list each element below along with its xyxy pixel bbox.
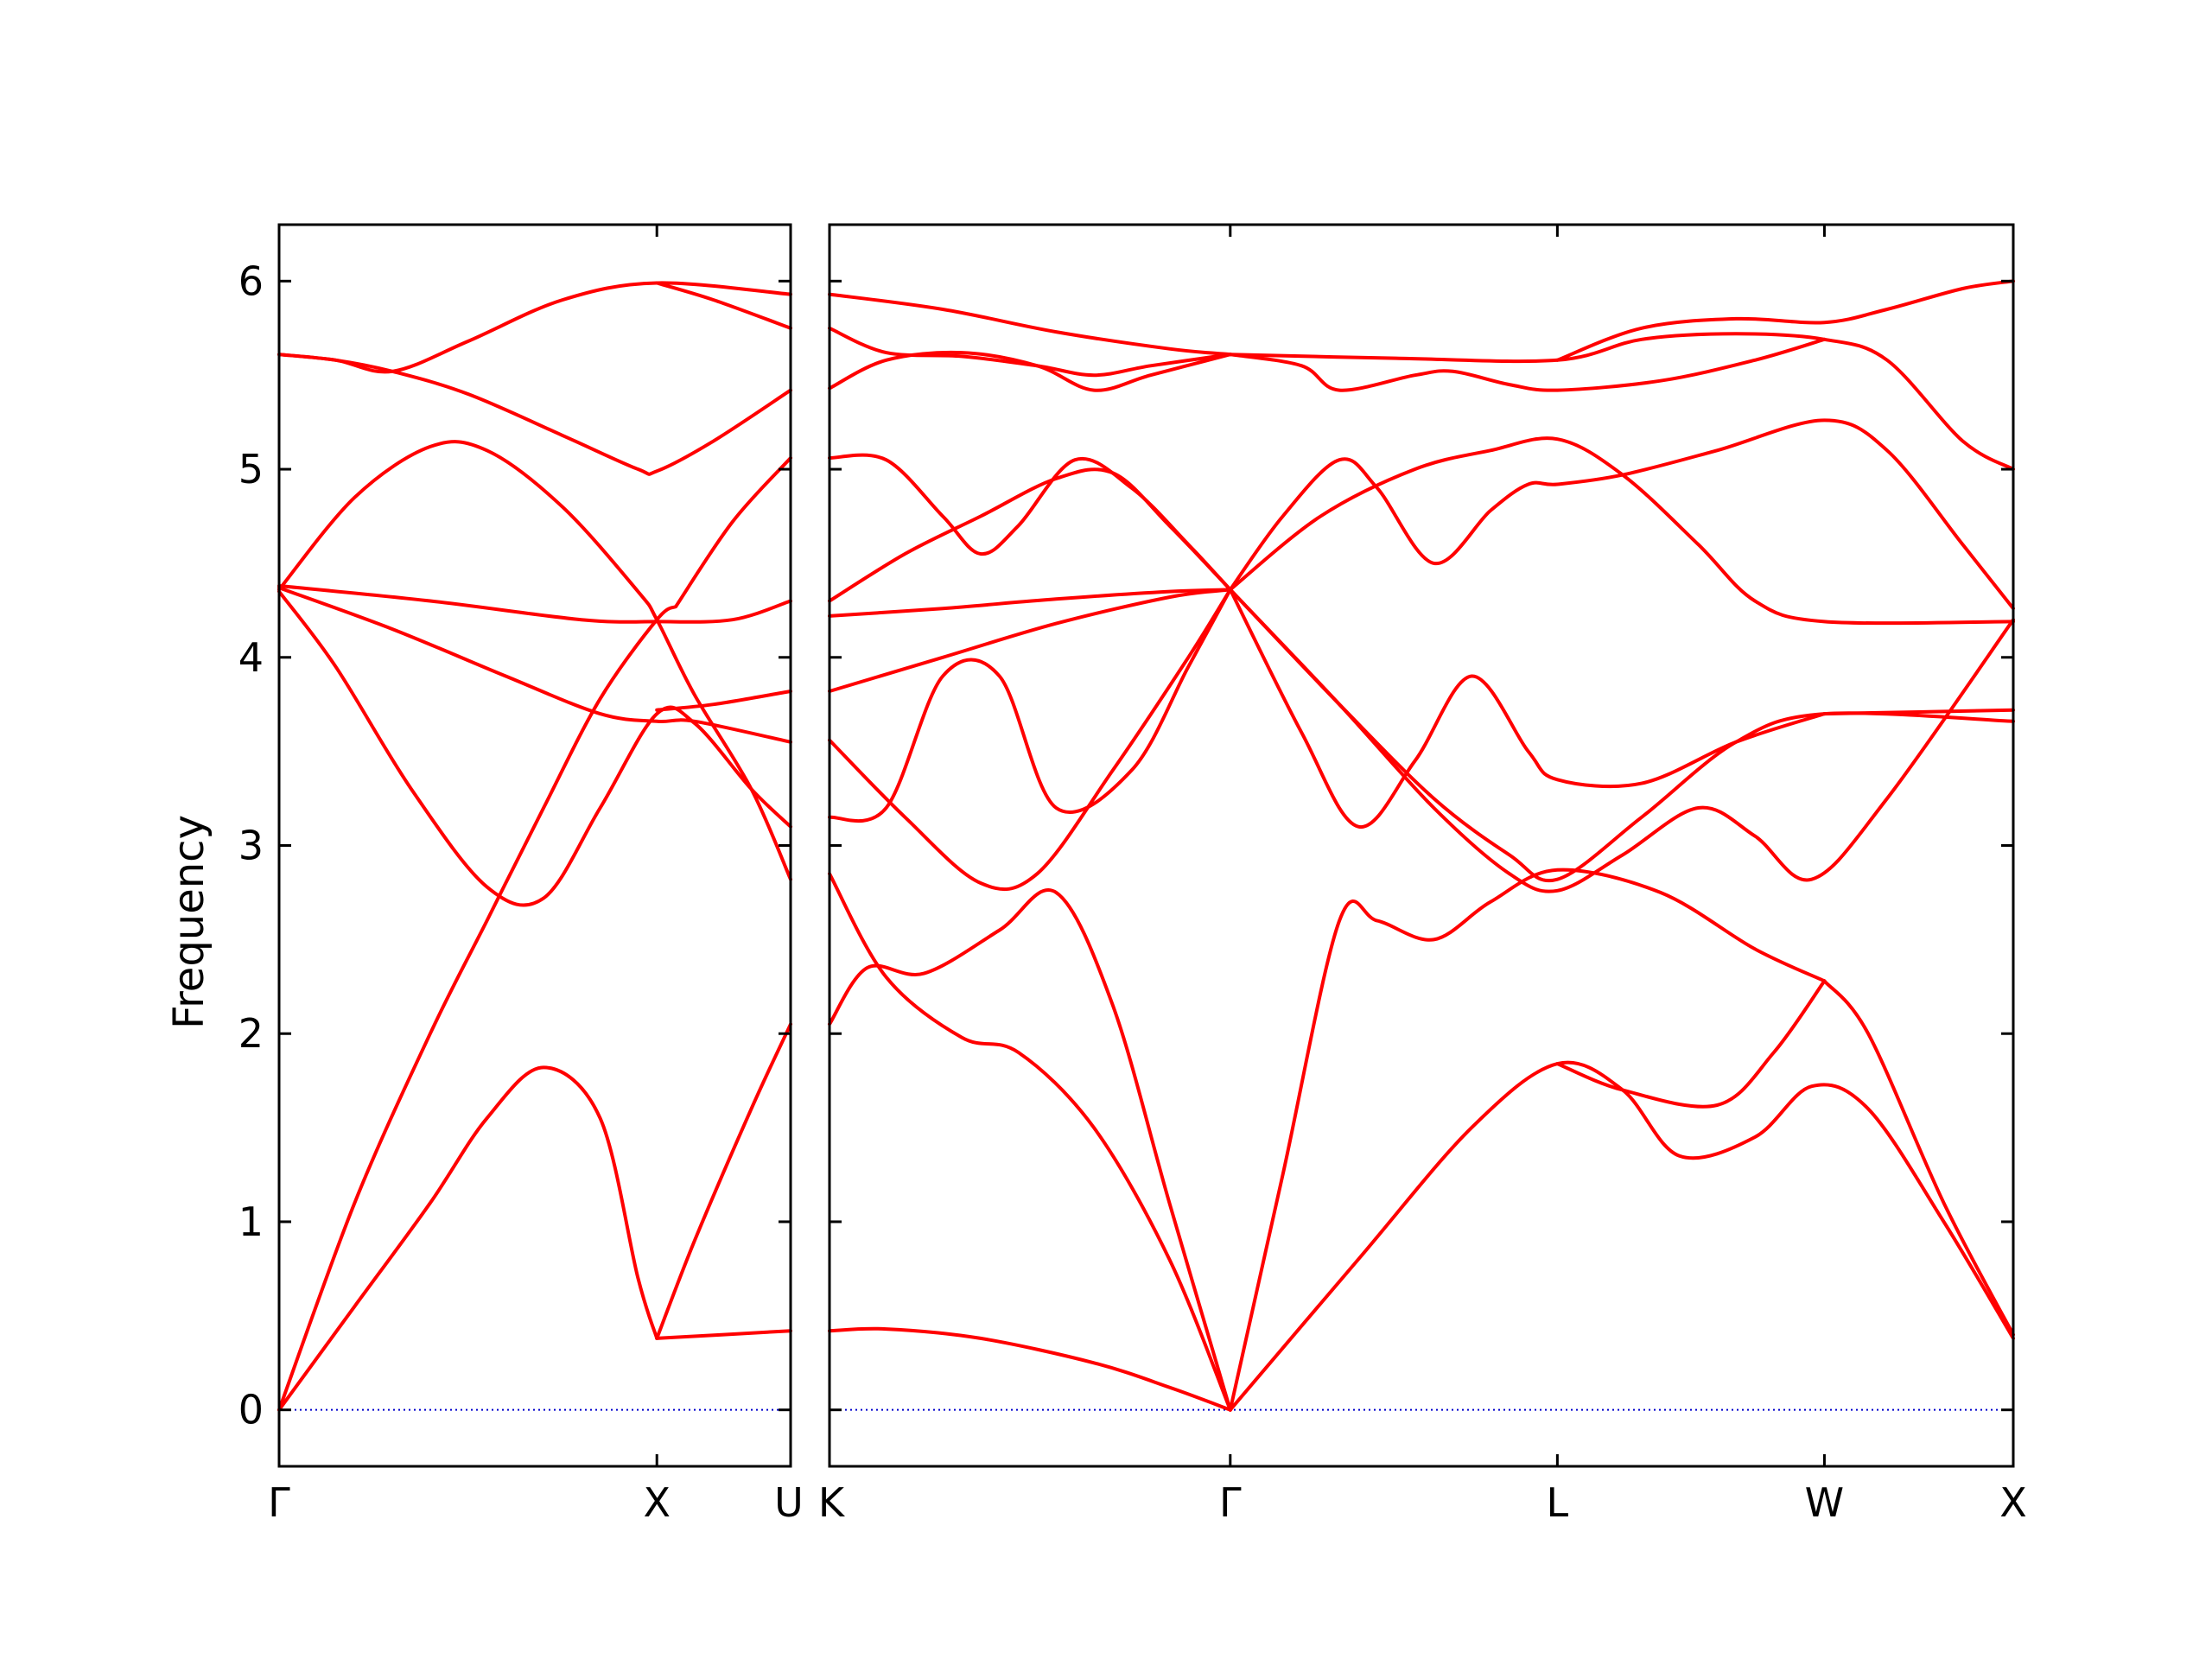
y-tick-label: 3 xyxy=(238,823,264,869)
band-line-1-5 xyxy=(1555,979,1827,1109)
y-axis-label: Frequency xyxy=(165,815,213,1029)
plot-frame xyxy=(828,223,2015,1468)
band-line-0-5 xyxy=(277,584,792,624)
band-line-1-15 xyxy=(828,467,1232,603)
band-line-0-2 xyxy=(277,605,678,1412)
x-tick-label: X xyxy=(1999,1479,2027,1526)
x-tick-label: Γ xyxy=(268,1479,290,1526)
x-tick-label: Γ xyxy=(1219,1479,1242,1526)
band-line-0-12 xyxy=(655,281,792,330)
x-tick-label: K xyxy=(818,1479,846,1526)
band-line-1-23 xyxy=(1228,332,2015,471)
band-line-1-19 xyxy=(828,350,1232,392)
band-line-1-10 xyxy=(1228,588,2015,893)
band-line-0-0 xyxy=(277,1065,659,1412)
x-tick-label: U xyxy=(774,1479,804,1526)
plot-frame xyxy=(277,223,792,1468)
band-line-0-6 xyxy=(277,440,792,881)
band-line-0-10 xyxy=(277,353,792,476)
band-line-1-17 xyxy=(1228,436,2015,626)
y-tick-label: 1 xyxy=(238,1198,264,1245)
x-tick-label: L xyxy=(1547,1479,1569,1526)
band-line-1-18 xyxy=(1228,418,2015,611)
band-line-1-9 xyxy=(1228,588,1827,829)
band-line-1-24 xyxy=(1555,279,2015,362)
band-line-1-11 xyxy=(1228,588,2015,883)
band-line-0-11 xyxy=(277,281,792,374)
band-line-1-0 xyxy=(828,1326,1232,1412)
band-line-0-1 xyxy=(655,1329,792,1340)
band-line-1-1 xyxy=(828,888,1232,1412)
band-line-0-9 xyxy=(655,1022,792,1340)
y-tick-label: 5 xyxy=(238,446,264,493)
y-tick-label: 6 xyxy=(238,257,264,304)
band-line-1-6 xyxy=(1822,979,2015,1337)
y-tick-label: 4 xyxy=(238,634,264,681)
band-line-1-20 xyxy=(828,326,1232,378)
band-line-1-14 xyxy=(828,588,1232,618)
band-line-1-12 xyxy=(1822,708,2015,716)
band-line-0-4 xyxy=(277,586,792,744)
band-line-0-7 xyxy=(655,690,792,712)
band-line-0-3 xyxy=(277,589,792,907)
band-line-1-16 xyxy=(828,453,1232,592)
band-line-1-4 xyxy=(1228,1060,2015,1412)
band-line-1-21 xyxy=(828,292,1232,357)
y-tick-label: 0 xyxy=(238,1387,264,1433)
band-line-1-7 xyxy=(828,588,1232,823)
band-line-1-3 xyxy=(1228,868,1827,1412)
band-line-1-8 xyxy=(828,588,1232,892)
band-line-0-8 xyxy=(674,456,792,608)
band-line-1-13 xyxy=(828,588,1232,693)
y-tick-label: 2 xyxy=(238,1010,264,1057)
band-line-1-22 xyxy=(1228,337,1827,392)
panel-gamma-x-u: 0 1 2 3 4 5 6 Γ X U xyxy=(238,223,804,1526)
band-line-1-2 xyxy=(828,872,1232,1412)
x-tick-label: X xyxy=(643,1479,671,1526)
x-tick-label: W xyxy=(1805,1479,1844,1526)
